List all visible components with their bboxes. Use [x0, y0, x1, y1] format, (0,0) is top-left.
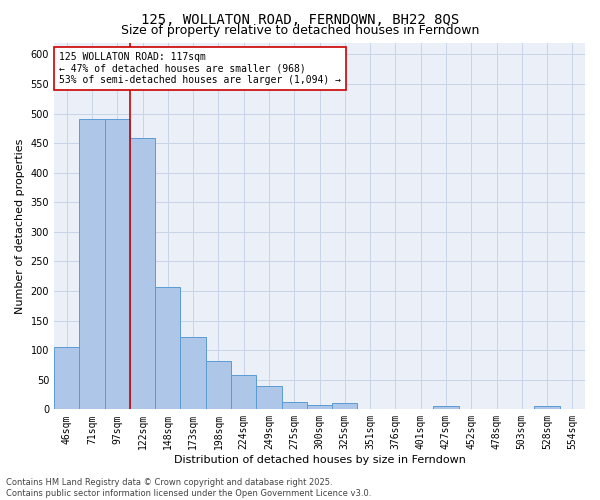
Text: Size of property relative to detached houses in Ferndown: Size of property relative to detached ho… [121, 24, 479, 37]
Bar [104, 120, 130, 410]
Text: 125, WOLLATON ROAD, FERNDOWN, BH22 8QS: 125, WOLLATON ROAD, FERNDOWN, BH22 8QS [141, 12, 459, 26]
Bar [433, 406, 458, 410]
X-axis label: Distribution of detached houses by size in Ferndown: Distribution of detached houses by size … [173, 455, 466, 465]
Bar [130, 138, 155, 409]
Bar [79, 120, 104, 410]
Bar [307, 404, 332, 409]
Bar [206, 361, 231, 410]
Bar [231, 375, 256, 410]
Text: Contains HM Land Registry data © Crown copyright and database right 2025.
Contai: Contains HM Land Registry data © Crown c… [6, 478, 371, 498]
Y-axis label: Number of detached properties: Number of detached properties [15, 138, 25, 314]
Bar [256, 386, 281, 409]
Bar [535, 406, 560, 410]
Bar [281, 402, 307, 409]
Text: 125 WOLLATON ROAD: 117sqm
← 47% of detached houses are smaller (968)
53% of semi: 125 WOLLATON ROAD: 117sqm ← 47% of detac… [59, 52, 341, 85]
Bar [181, 337, 206, 409]
Bar [155, 287, 181, 410]
Bar [54, 347, 79, 410]
Bar [332, 404, 358, 409]
